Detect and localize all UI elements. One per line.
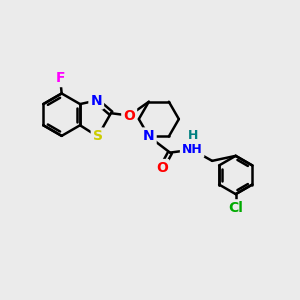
Text: NH: NH — [182, 143, 202, 156]
Text: Cl: Cl — [228, 201, 243, 215]
Text: N: N — [143, 129, 154, 143]
Text: N: N — [90, 94, 102, 107]
Text: O: O — [123, 109, 135, 122]
Text: H: H — [188, 129, 198, 142]
Text: O: O — [156, 161, 168, 175]
Text: S: S — [93, 130, 103, 143]
Text: F: F — [56, 71, 65, 85]
